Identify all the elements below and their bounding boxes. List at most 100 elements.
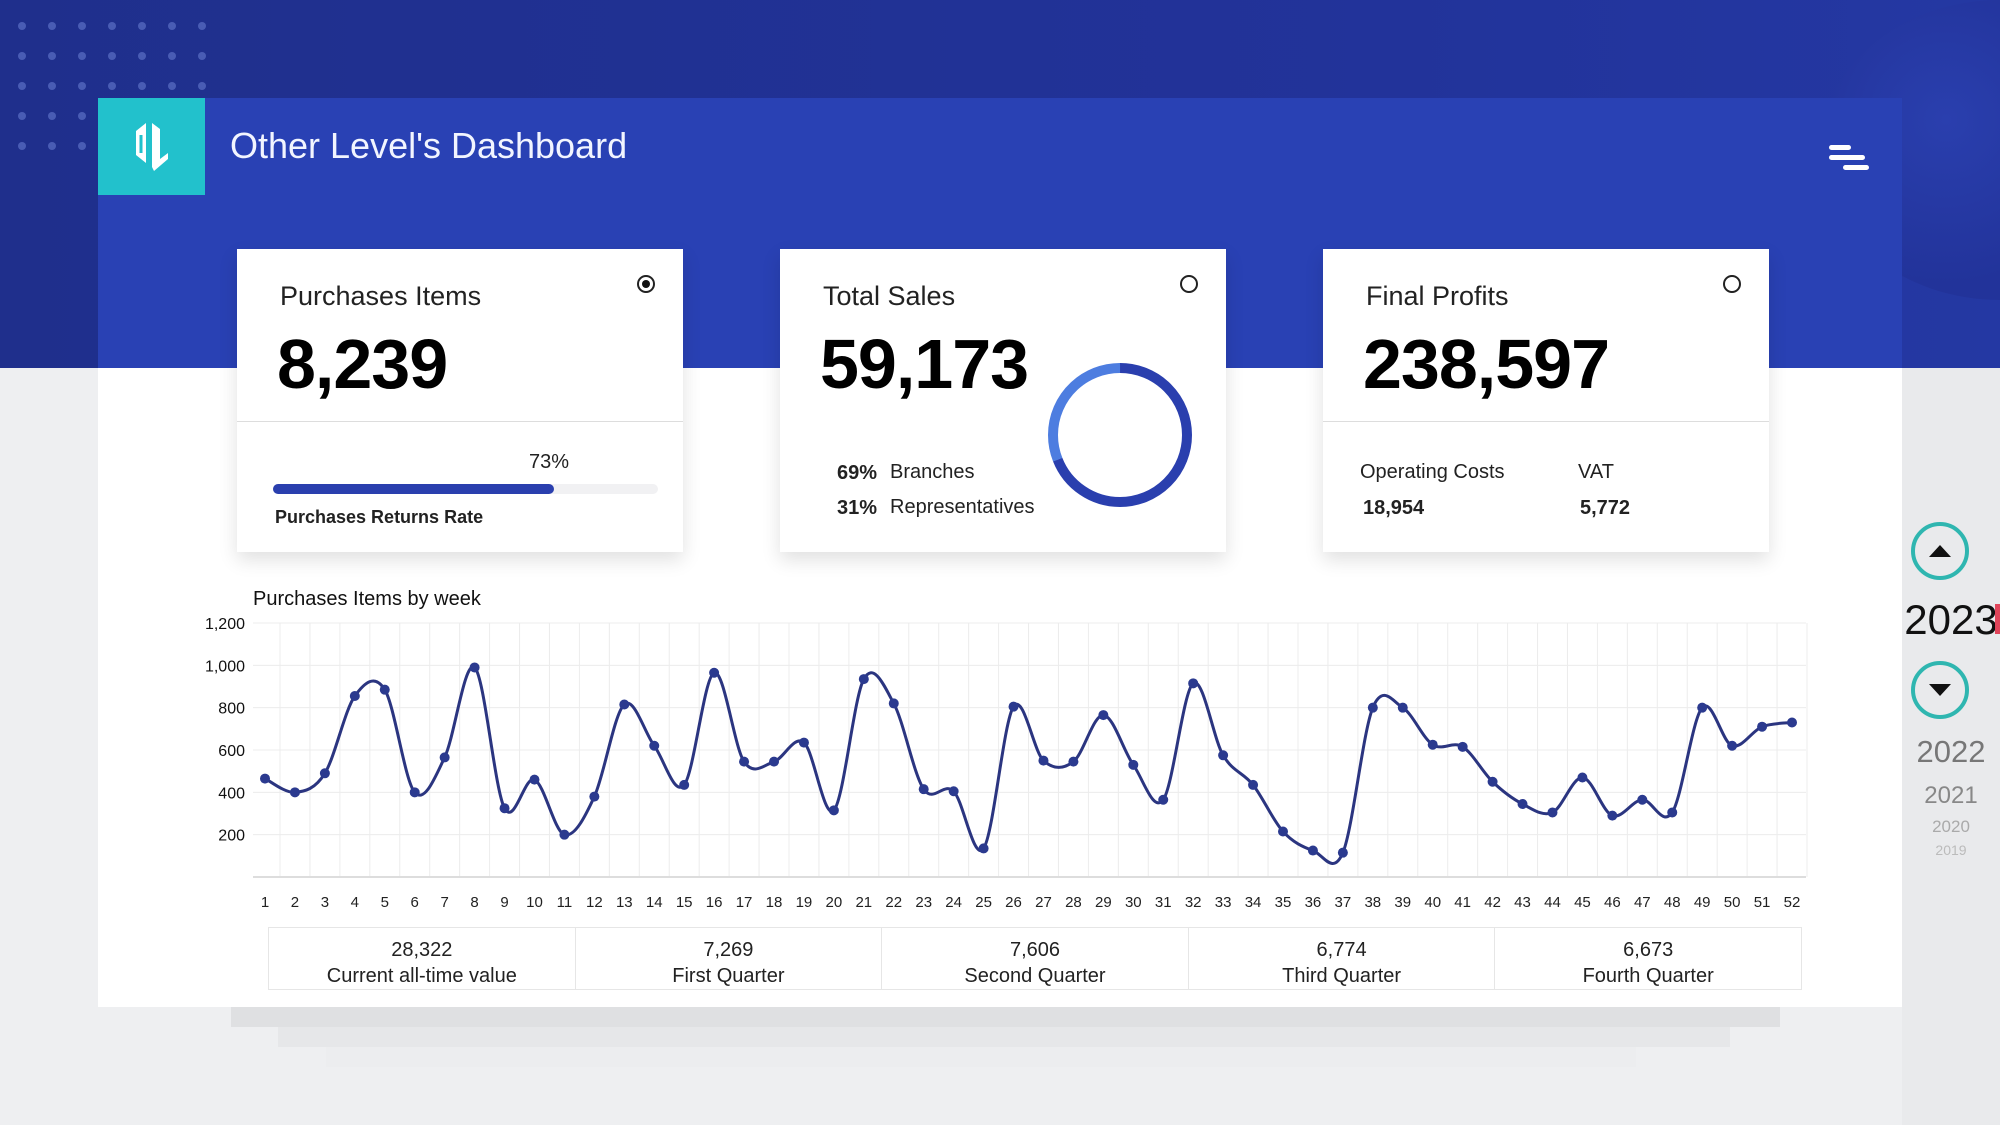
data-point <box>1577 772 1588 783</box>
dot <box>108 52 116 60</box>
summary-label: First Quarter <box>672 965 785 987</box>
x-tick-label: 13 <box>616 894 633 910</box>
x-tick-label: 6 <box>411 894 419 910</box>
dot <box>78 82 86 90</box>
x-tick-label: 38 <box>1364 894 1381 910</box>
dot <box>48 142 56 150</box>
card-select-radio[interactable] <box>1723 275 1741 293</box>
x-tick-label: 5 <box>381 894 389 910</box>
x-tick-label: 4 <box>351 894 359 910</box>
menu-icon[interactable] <box>1829 143 1869 173</box>
logo[interactable] <box>98 98 205 195</box>
card-final-profits: Final Profits 238,597 Operating Costs 18… <box>1323 249 1769 552</box>
summary-cell-all-time: 28,322 Current all-time value <box>269 928 576 989</box>
card-select-radio[interactable] <box>1180 275 1198 293</box>
x-tick-label: 46 <box>1604 894 1621 910</box>
y-tick-label: 1,200 <box>205 616 245 633</box>
year-up-button[interactable] <box>1911 522 1969 580</box>
x-tick-label: 52 <box>1784 894 1801 910</box>
data-point <box>439 752 450 763</box>
data-point <box>649 740 660 751</box>
data-point <box>1757 721 1768 732</box>
data-point <box>1307 845 1318 856</box>
x-tick-label: 45 <box>1574 894 1591 910</box>
data-point <box>1667 807 1678 818</box>
y-tick-label: 600 <box>218 743 245 760</box>
x-tick-label: 22 <box>885 894 902 910</box>
year-option[interactable]: 2022 <box>1916 734 1986 769</box>
y-tick-label: 200 <box>218 828 245 845</box>
data-point <box>1457 741 1468 752</box>
dot <box>108 82 116 90</box>
vat-value: 5,772 <box>1580 497 1631 519</box>
dot <box>108 22 116 30</box>
year-down-button[interactable] <box>1911 661 1969 719</box>
data-point <box>1278 826 1288 837</box>
y-tick-label: 400 <box>218 785 245 802</box>
data-point <box>499 803 510 814</box>
x-tick-label: 14 <box>646 894 663 910</box>
y-tick-label: 800 <box>218 701 245 718</box>
progress-percent: 73% <box>529 451 570 473</box>
dot <box>78 52 86 60</box>
data-point <box>888 698 899 709</box>
dot <box>78 22 86 30</box>
dot <box>138 22 146 30</box>
x-tick-label: 26 <box>1005 894 1022 910</box>
progress-label: Purchases Returns Rate <box>275 507 484 527</box>
data-point <box>1427 739 1438 750</box>
x-tick-label: 15 <box>676 894 693 910</box>
card-select-radio[interactable] <box>637 275 655 293</box>
x-tick-label: 50 <box>1724 894 1741 910</box>
summary-cell-q4: 6,673 Fourth Quarter <box>1495 928 1801 989</box>
data-point <box>559 829 570 840</box>
data-point <box>1697 702 1708 713</box>
data-point <box>1607 810 1618 821</box>
x-tick-label: 18 <box>766 894 783 910</box>
x-tick-label: 21 <box>855 894 872 910</box>
x-tick-label: 47 <box>1634 894 1651 910</box>
x-tick-label: 25 <box>975 894 992 910</box>
dot <box>18 82 26 90</box>
x-tick-label: 29 <box>1095 894 1112 910</box>
x-tick-label: 49 <box>1694 894 1711 910</box>
data-point <box>978 843 989 854</box>
x-tick-label: 16 <box>706 894 723 910</box>
dot <box>18 52 26 60</box>
x-tick-label: 33 <box>1215 894 1232 910</box>
summary-label: Current all-time value <box>326 965 517 987</box>
sales-donut <box>1048 363 1192 507</box>
data-point <box>289 787 300 798</box>
data-point <box>260 773 270 784</box>
year-current[interactable]: 2023 <box>1904 596 1998 643</box>
logo-icon <box>135 122 168 171</box>
x-tick-label: 39 <box>1394 894 1411 910</box>
data-point <box>1397 702 1408 713</box>
x-tick-label: 32 <box>1185 894 1202 910</box>
summary-label: Second Quarter <box>964 965 1106 987</box>
data-point <box>1248 779 1259 790</box>
branches-label: Branches <box>890 461 975 483</box>
dot <box>168 82 176 90</box>
card-value: 238,597 <box>1363 325 1610 403</box>
summary-cell-q3: 6,774 Third Quarter <box>1189 928 1496 989</box>
card-label: Final Profits <box>1366 281 1509 311</box>
data-point <box>1008 701 1019 712</box>
year-option[interactable]: 2019 <box>1935 842 1967 858</box>
card-total-sales: Total Sales 59,173 69% Branches 31% Repr… <box>780 249 1226 552</box>
data-point <box>1487 776 1498 787</box>
x-tick-label: 9 <box>500 894 508 910</box>
operating-costs-value: 18,954 <box>1363 497 1425 519</box>
quarter-summary: 28,322 Current all-time value 7,269 First … <box>268 927 1802 990</box>
year-option[interactable]: 2020 <box>1932 817 1970 836</box>
dot <box>48 112 56 120</box>
year-option[interactable]: 2021 <box>1924 782 1978 809</box>
card-value: 8,239 <box>277 325 448 403</box>
x-tick-label: 1 <box>261 894 269 910</box>
data-point <box>918 784 929 795</box>
x-tick-label: 44 <box>1544 894 1561 910</box>
data-point <box>1637 794 1648 805</box>
x-tick-label: 48 <box>1664 894 1681 910</box>
x-tick-label: 2 <box>291 894 299 910</box>
